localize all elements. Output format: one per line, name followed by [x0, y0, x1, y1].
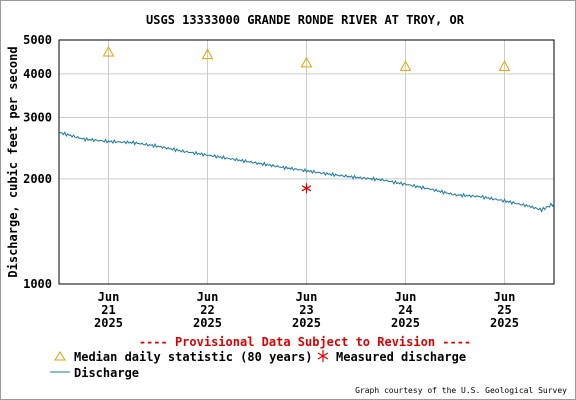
- legend-median-label: Median daily statistic (80 years): [74, 350, 312, 364]
- median-point: [399, 60, 412, 71]
- y-tick-label: 4000: [23, 67, 52, 81]
- legend-discharge-label: Discharge: [74, 366, 139, 380]
- x-tick-label: 2025: [490, 316, 519, 330]
- x-tick-label: 2025: [193, 316, 222, 330]
- x-tick-label: Jun: [296, 290, 318, 304]
- x-tick-label: 24: [398, 303, 412, 317]
- y-tick-label: 1000: [23, 277, 52, 291]
- measured-point: [301, 183, 312, 194]
- legend-measured-asterisk-icon: [317, 350, 329, 362]
- grid-lines: [59, 40, 554, 284]
- plot-area: [58, 39, 555, 285]
- x-tick-labels: Jun212025Jun222025Jun232025Jun242025Jun2…: [94, 290, 519, 330]
- median-markers: [102, 45, 511, 71]
- y-tick-label: 5000: [23, 33, 52, 47]
- measured-markers: [301, 183, 312, 194]
- y-axis-label: Discharge, cubic feet per second: [6, 46, 20, 277]
- median-point: [300, 56, 313, 68]
- provisional-notice: ---- Provisional Data Subject to Revisio…: [139, 335, 471, 349]
- legend-measured-label: Measured discharge: [336, 350, 466, 364]
- x-tick-label: 25: [497, 303, 511, 317]
- median-point: [201, 48, 214, 60]
- x-tick-label: 2025: [391, 316, 420, 330]
- discharge-series-line: [58, 131, 555, 213]
- median-point: [102, 45, 115, 57]
- x-tick-label: Jun: [98, 290, 120, 304]
- x-tick-label: Jun: [395, 290, 417, 304]
- x-tick-label: Jun: [494, 290, 516, 304]
- x-tick-label: Jun: [197, 290, 219, 304]
- y-tick-label: 3000: [23, 110, 52, 124]
- median-point: [498, 60, 511, 71]
- legend: Median daily statistic (80 years) Measur…: [50, 350, 466, 380]
- y-tick-label: 2000: [23, 172, 52, 186]
- x-tick-label: 2025: [292, 316, 321, 330]
- y-tick-labels: 1000 2000 3000 4000 5000: [23, 33, 52, 291]
- x-tick-label: 2025: [94, 316, 123, 330]
- chart-title: USGS 13333000 GRANDE RONDE RIVER AT TROY…: [146, 13, 465, 27]
- x-tick-label: 21: [101, 303, 115, 317]
- x-tick-label: 23: [299, 303, 313, 317]
- credit-text: Graph courtesy of the U.S. Geological Su…: [355, 386, 567, 395]
- legend-median-triangle-icon: [54, 351, 66, 361]
- x-tick-label: 22: [200, 303, 214, 317]
